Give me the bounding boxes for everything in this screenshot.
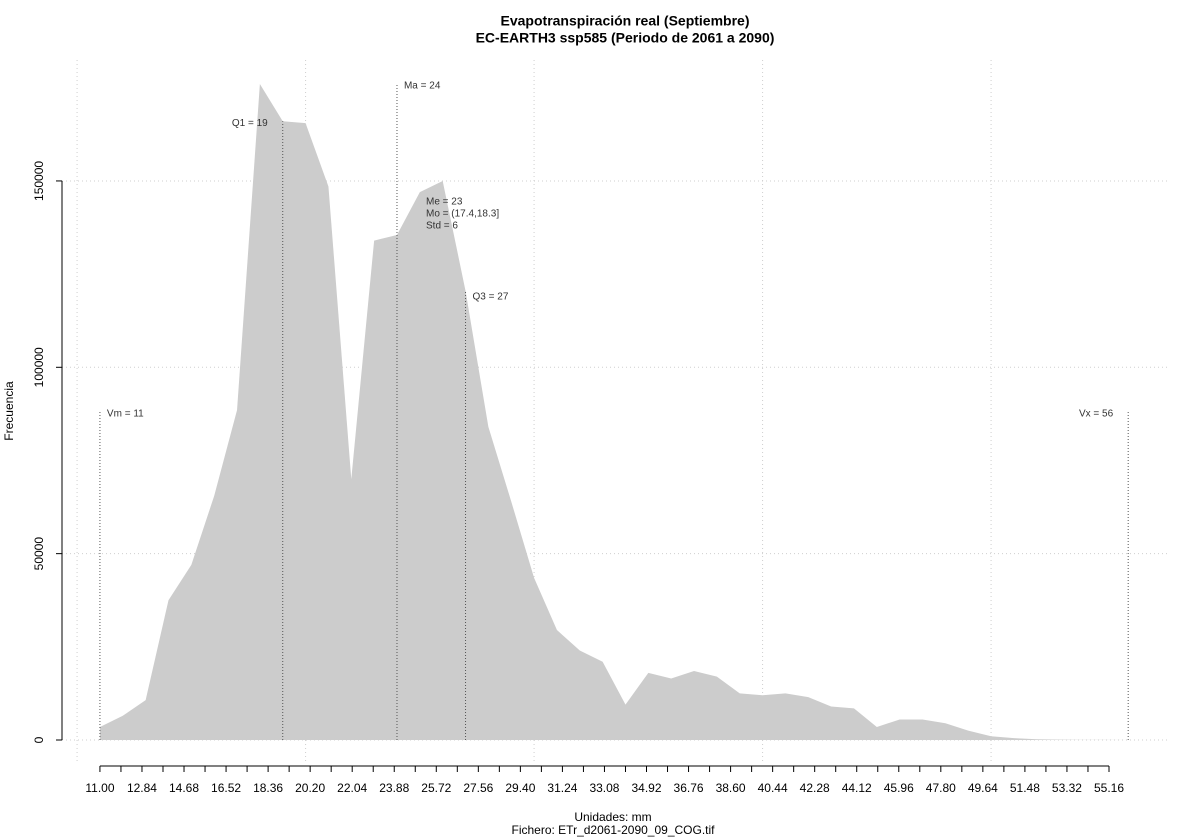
stat-note: Me = 23 [426, 197, 463, 208]
x-tick-label: 29.40 [505, 781, 535, 795]
y-tick-label: 100000 [32, 347, 46, 387]
x-tick-label: 55.16 [1094, 781, 1124, 795]
x-tick-label: 22.04 [337, 781, 367, 795]
x-tick-label: 14.68 [169, 781, 199, 795]
marker-label: Vx = 56 [1079, 409, 1114, 420]
chart-title: Evapotranspiración real (Septiembre) [501, 13, 750, 29]
y-axis-label: Frecuencia [2, 381, 16, 441]
x-tick-label: 25.72 [421, 781, 451, 795]
x-tick-label: 45.96 [884, 781, 914, 795]
marker-label: Q3 = 27 [473, 292, 509, 303]
x-tick-label: 53.32 [1052, 781, 1082, 795]
x-tick-label: 23.88 [379, 781, 409, 795]
x-tick-label: 20.20 [295, 781, 325, 795]
x-tick-label: 12.84 [127, 781, 157, 795]
x-tick-label: 18.36 [253, 781, 283, 795]
x-tick-label: 47.80 [926, 781, 956, 795]
marker-label: Ma = 24 [404, 81, 441, 92]
x-tick-label: 36.76 [674, 781, 704, 795]
x-tick-label: 38.60 [716, 781, 746, 795]
y-tick-label: 50000 [32, 537, 46, 571]
marker-label: Q1 = 19 [232, 118, 268, 129]
stat-note: Std = 6 [426, 221, 458, 232]
x-tick-label: 40.44 [758, 781, 788, 795]
marker-label: Vm = 11 [107, 409, 144, 420]
x-tick-label: 16.52 [211, 781, 241, 795]
x-tick-label: 31.24 [547, 781, 577, 795]
x-tick-label: 49.64 [968, 781, 998, 795]
chart-subtitle: EC-EARTH3 ssp585 (Periodo de 2061 a 2090… [476, 30, 775, 46]
x-tick-label: 51.48 [1010, 781, 1040, 795]
x-tick-label: 27.56 [463, 781, 493, 795]
x-tick-label: 33.08 [589, 781, 619, 795]
caption: Fichero: ETr_d2061-2090_09_COG.tif [512, 823, 716, 837]
stat-note: Mo = (17.4,18.3] [426, 209, 499, 220]
area [99, 84, 1129, 741]
y-tick-label: 150000 [32, 161, 46, 201]
x-tick-label: 11.00 [85, 781, 114, 795]
x-tick-label: 42.28 [800, 781, 830, 795]
x-tick-label: 44.12 [842, 781, 872, 795]
x-tick-label: 34.92 [631, 781, 661, 795]
x-axis-label: Unidades: mm [574, 810, 651, 824]
y-tick-label: 0 [32, 736, 46, 743]
